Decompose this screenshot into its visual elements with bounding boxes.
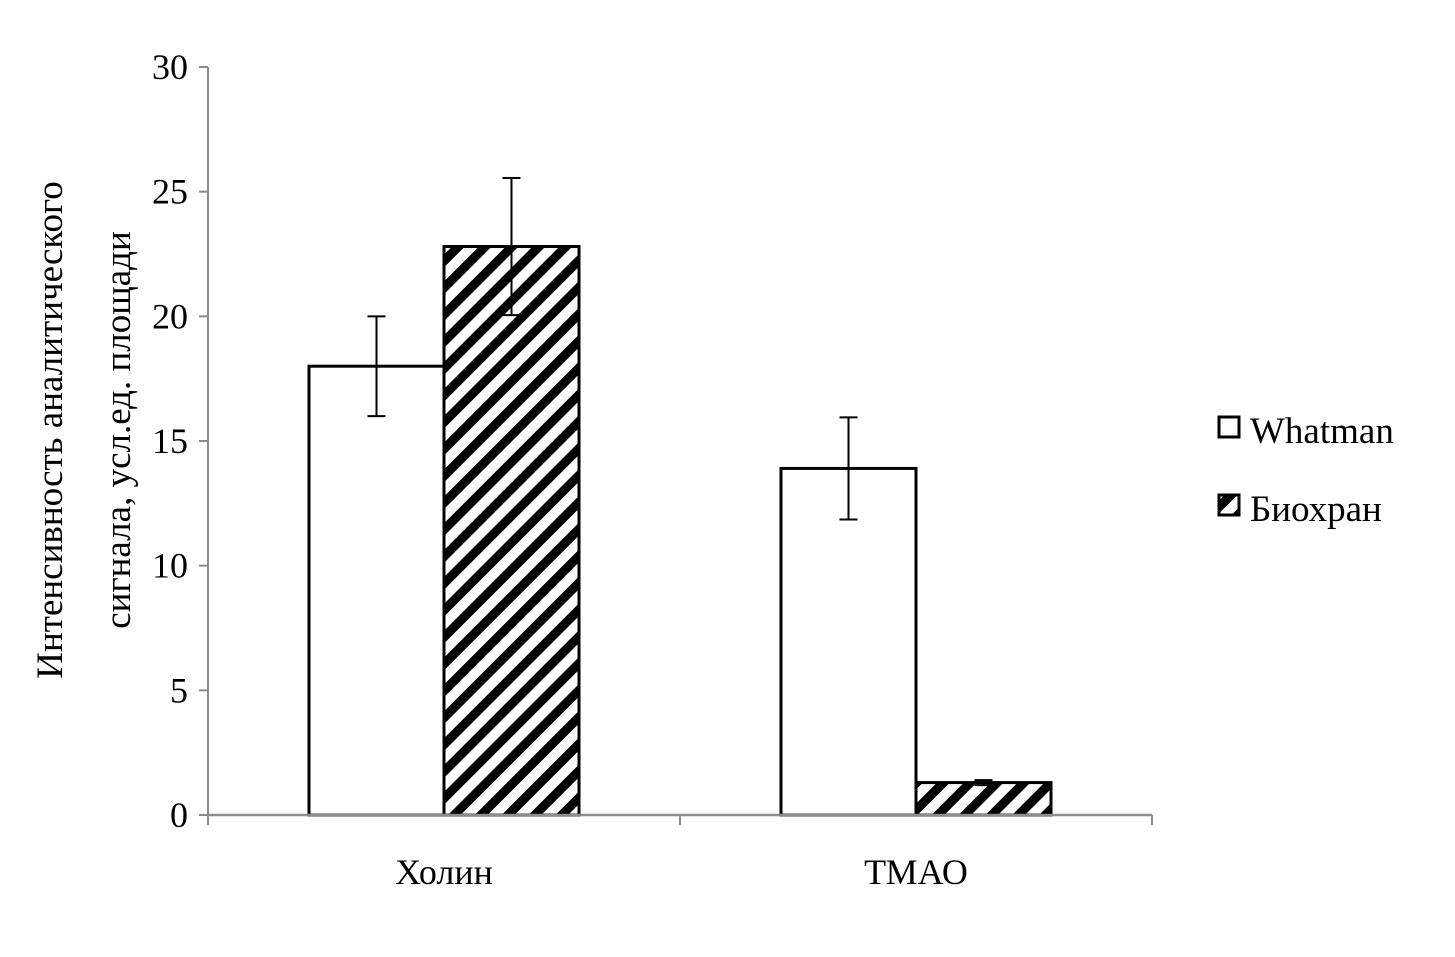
y-tick-label: 0 — [170, 795, 188, 835]
y-tick-label: 5 — [170, 670, 188, 710]
y-axis-label-line-1: Интенсивность аналитического — [30, 181, 71, 678]
legend-swatch-0 — [1217, 415, 1241, 439]
bar-биохран-0 — [442, 245, 581, 817]
bar-биохран-1 — [914, 781, 1053, 817]
legend-label-0: Whatman — [1250, 411, 1394, 452]
y-tick-label: 10 — [152, 546, 188, 586]
legend-swatch-1 — [1217, 493, 1241, 517]
y-tick-label: 15 — [152, 421, 188, 461]
y-tick-label: 20 — [152, 296, 188, 336]
x-tick-label: ТМАО — [864, 852, 968, 892]
y-tick-label: 25 — [152, 172, 188, 212]
bar-whatman-0 — [307, 364, 446, 817]
y-axis-label: Интенсивность аналитического сигнала, ус… — [30, 181, 139, 678]
x-tick-label: Холин — [395, 852, 493, 892]
y-tick-label: 30 — [152, 47, 188, 87]
legend-label-1: Биохран — [1250, 489, 1382, 530]
y-axis-label-line-2: сигнала, усл.ед. площади — [98, 231, 139, 629]
